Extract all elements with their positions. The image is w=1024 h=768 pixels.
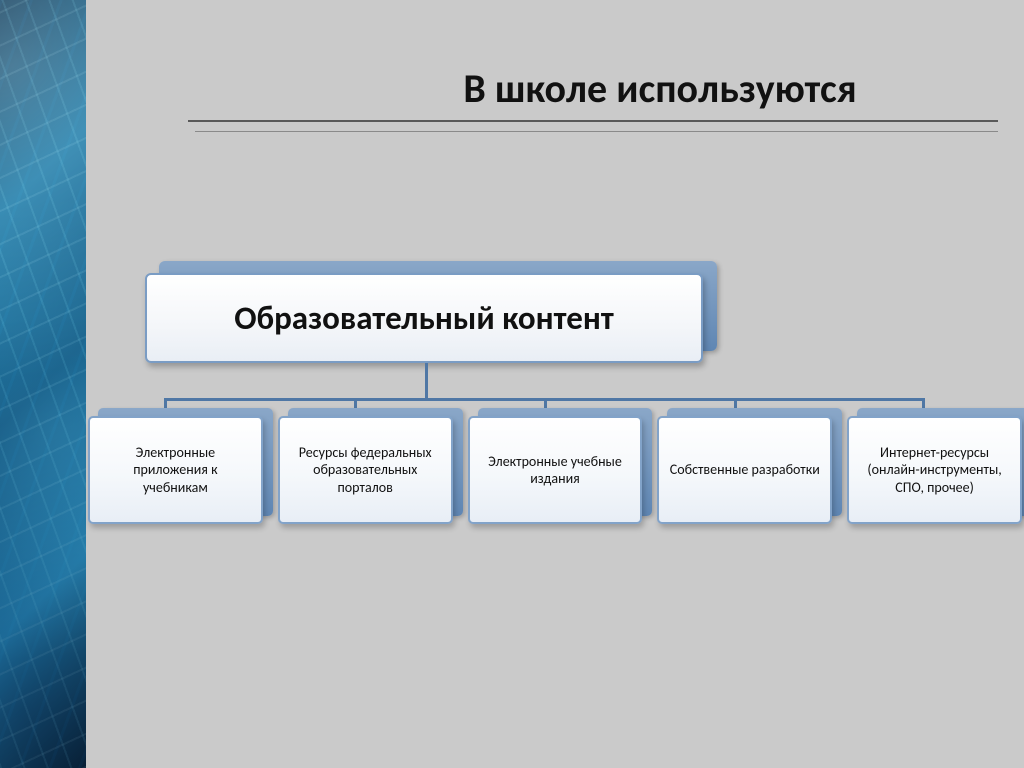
child-node-label: Электронные учебные издания [480,453,631,488]
child-node-box: Электронные учебные издания [468,416,643,524]
child-node: Электронные приложения к учебникам [88,416,263,524]
child-node-box: Собственные разработки [657,416,832,524]
title-area: В школе используются [330,64,990,113]
child-node-label: Электронные приложения к учебникам [100,444,251,497]
children-row: Электронные приложения к учебникам Ресур… [86,416,1024,524]
decorative-sidebar [0,0,86,768]
child-node: Собственные разработки [657,416,832,524]
child-node: Электронные учебные издания [468,416,643,524]
child-node-label: Собственные разработки [670,461,820,479]
title-rule-top [188,120,998,122]
title-rule-bottom [195,131,998,132]
child-node-label: Ресурсы федеральных образовательных порт… [290,444,441,497]
child-node-box: Интернет-ресурсы (онлайн-инструменты, СП… [847,416,1022,524]
child-node: Интернет-ресурсы (онлайн-инструменты, СП… [847,416,1022,524]
root-node: Образовательный контент [145,273,703,363]
connector-trunk [425,363,428,401]
slide-title: В школе используются [330,64,990,113]
root-node-label: Образовательный контент [234,298,614,338]
root-node-box: Образовательный контент [145,273,703,363]
child-node-label: Интернет-ресурсы (онлайн-инструменты, СП… [859,444,1010,497]
child-node-box: Ресурсы федеральных образовательных порт… [278,416,453,524]
child-node-box: Электронные приложения к учебникам [88,416,263,524]
child-node: Ресурсы федеральных образовательных порт… [278,416,453,524]
